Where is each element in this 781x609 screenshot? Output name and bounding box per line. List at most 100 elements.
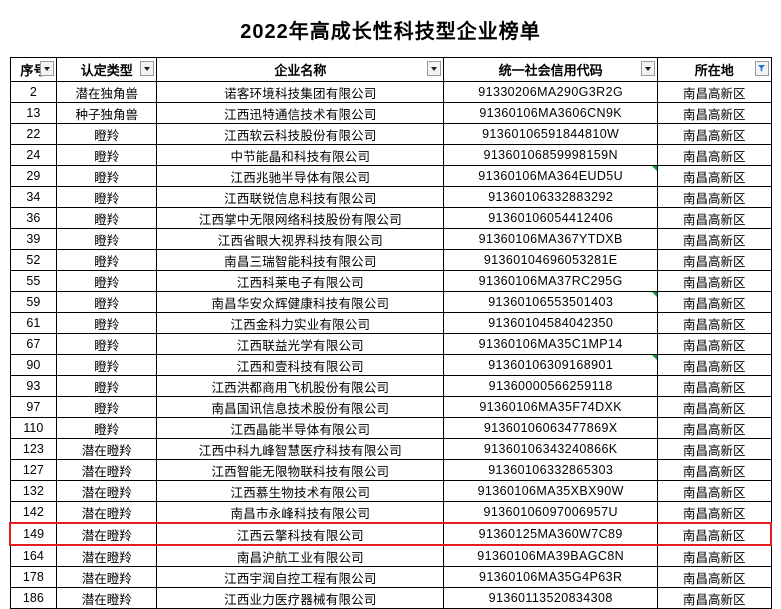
table-row[interactable]: 22 瞪羚 江西软云科技股份有限公司 91360106591844810W 南昌高新区: [9, 123, 772, 145]
cell-credit-code: 91360106MA35C1MP14: [443, 333, 658, 355]
table-row[interactable]: 127 潜在瞪羚 江西智能无限物联科技有限公司 91360106332865303 南昌…: [9, 459, 772, 481]
table-row[interactable]: 90 瞪羚 江西和壹科技有限公司 91360106309168901 南昌高新区: [9, 354, 772, 376]
cell-company-name: 江西智能无限物联科技有限公司: [156, 459, 445, 481]
cell-company-name: 江西云擎科技有限公司: [156, 522, 445, 546]
table-row[interactable]: 39 瞪羚 江西省眼大视界科技有限公司 91360106MA367YTDXB 南昌高新区: [9, 228, 772, 250]
cell-location: 南昌高新区: [656, 438, 772, 460]
cell-recognition-type: 瞪羚: [56, 165, 158, 187]
cell-location: 南昌高新区: [656, 587, 772, 609]
table-row[interactable]: 61 瞪羚 江西金科力实业有限公司 91360104584042350 南昌高新区: [9, 312, 772, 334]
cell-recognition-type: 潜在瞪羚: [56, 438, 158, 460]
cell-recognition-type: 潜在独角兽: [56, 81, 158, 103]
cell-recognition-type: 潜在瞪羚: [56, 544, 158, 567]
column-header-loc: 所在地: [656, 57, 772, 82]
cell-recognition-type: 潜在瞪羚: [56, 587, 158, 609]
cell-location: 南昌高新区: [656, 396, 772, 418]
cell-company-name: 江西晶能半导体有限公司: [156, 417, 445, 439]
cell-sequence: 67: [9, 333, 58, 355]
cell-company-name: 江西科莱电子有限公司: [156, 270, 445, 292]
cell-credit-code: 91360106332865303: [443, 459, 658, 481]
cell-sequence: 149: [9, 522, 58, 546]
filter-icon-name[interactable]: [427, 61, 442, 76]
table-row[interactable]: 97 瞪羚 南昌国讯信息技术股份有限公司 91360106MA35F74DXK 南昌高新…: [9, 396, 772, 418]
table-row[interactable]: 55 瞪羚 江西科莱电子有限公司 91360106MA37RC295G 南昌高新区: [9, 270, 772, 292]
table-row[interactable]: 186 潜在瞪羚 江西业力医疗器械有限公司 91360113520834308 南昌高新…: [9, 587, 772, 609]
cell-location: 南昌高新区: [656, 522, 772, 546]
table-row[interactable]: 93 瞪羚 江西洪都商用飞机股份有限公司 91360000566259118 南昌高新区: [9, 375, 772, 397]
table-row[interactable]: 29 瞪羚 江西兆驰半导体有限公司 91360106MA364EUD5U 南昌高新区: [9, 165, 772, 187]
table-row[interactable]: 123 潜在瞪羚 江西中科九峰智慧医疗科技有限公司 91360106343240866…: [9, 438, 772, 460]
table-row[interactable]: 132 潜在瞪羚 江西慕生物技术有限公司 91360106MA35XBX90W 南昌高新…: [9, 480, 772, 502]
cell-company-name: 江西软云科技股份有限公司: [156, 123, 445, 145]
cell-sequence: 52: [9, 249, 58, 271]
column-header-code-label: 统一社会信用代码: [498, 63, 603, 78]
cell-credit-code: 91360113520834308: [443, 587, 658, 609]
cell-company-name: 南昌沪航工业有限公司: [156, 544, 445, 567]
cell-company-name: 南昌市永峰科技有限公司: [156, 501, 445, 524]
cell-company-name: 中节能晶和科技有限公司: [156, 144, 445, 166]
cell-company-name: 江西省眼大视界科技有限公司: [156, 228, 445, 250]
cell-sequence: 13: [9, 102, 58, 124]
cell-recognition-type: 瞪羚: [56, 228, 158, 250]
table-row[interactable]: 142 潜在瞪羚 南昌市永峰科技有限公司 91360106097006957U 南昌高新…: [9, 501, 772, 524]
column-header-code: 统一社会信用代码: [443, 57, 658, 82]
cell-location: 南昌高新区: [656, 228, 772, 250]
cell-sequence: 36: [9, 207, 58, 229]
cell-location: 南昌高新区: [656, 81, 772, 103]
cell-location: 南昌高新区: [656, 375, 772, 397]
cell-sequence: 132: [9, 480, 58, 502]
cell-company-name: 江西中科九峰智慧医疗科技有限公司: [156, 438, 445, 460]
table-row[interactable]: 36 瞪羚 江西掌中无限网络科技股份有限公司 91360106054412406 南昌高…: [9, 207, 772, 229]
cell-company-name: 江西掌中无限网络科技股份有限公司: [156, 207, 445, 229]
table-row[interactable]: 149 潜在瞪羚 江西云擎科技有限公司 91360125MA360W7C89 南昌高新区: [9, 522, 772, 546]
cell-location: 南昌高新区: [656, 480, 772, 502]
cell-credit-code: 91360106332883292: [443, 186, 658, 208]
cell-company-name: 诺客环境科技集团有限公司: [156, 81, 445, 103]
cell-company-name: 南昌国讯信息技术股份有限公司: [156, 396, 445, 418]
cell-recognition-type: 瞪羚: [56, 144, 158, 166]
filter-icon-seq[interactable]: [40, 61, 55, 76]
table-row[interactable]: 59 瞪羚 南昌华安众辉健康科技有限公司 91360106553501403 南昌高新区: [9, 291, 772, 313]
table-row[interactable]: 52 瞪羚 南昌三瑞智能科技有限公司 91360104696053281E 南昌高新区: [9, 249, 772, 271]
column-header-type-label: 认定类型: [80, 63, 133, 78]
cell-recognition-type: 瞪羚: [56, 249, 158, 271]
cell-location: 南昌高新区: [656, 417, 772, 439]
cell-credit-code: 91360104696053281E: [443, 249, 658, 271]
cell-location: 南昌高新区: [656, 566, 772, 588]
filter-icon-loc[interactable]: [754, 61, 769, 76]
cell-recognition-type: 瞪羚: [56, 375, 158, 397]
cell-credit-code: 91360104584042350: [443, 312, 658, 334]
cell-location: 南昌高新区: [656, 165, 772, 187]
cell-location: 南昌高新区: [656, 544, 772, 567]
cell-credit-code: 91360106309168901: [443, 354, 658, 376]
column-header-seq-label: 序号: [20, 63, 47, 78]
cell-credit-code: 91360106343240866K: [443, 438, 658, 460]
cell-sequence: 55: [9, 270, 58, 292]
cell-credit-code: 91330206MA290G3R2G: [443, 81, 658, 103]
table-row[interactable]: 178 潜在瞪羚 江西宇润自控工程有限公司 91360106MA35G4P63R 南昌高…: [9, 566, 772, 588]
cell-credit-code: 91360106591844810W: [443, 123, 658, 145]
cell-location: 南昌高新区: [656, 207, 772, 229]
table-row[interactable]: 24 瞪羚 中节能晶和科技有限公司 91360106859998159N 南昌高新区: [9, 144, 772, 166]
cell-company-name: 江西业力医疗器械有限公司: [156, 587, 445, 609]
column-header-name-label: 企业名称: [274, 63, 327, 78]
cell-location: 南昌高新区: [656, 186, 772, 208]
cell-sequence: 34: [9, 186, 58, 208]
cell-credit-code: 91360106859998159N: [443, 144, 658, 166]
cell-company-name: 江西联锐信息科技有限公司: [156, 186, 445, 208]
table-row[interactable]: 164 潜在瞪羚 南昌沪航工业有限公司 91360106MA39BAGC8N 南昌高新区: [9, 544, 772, 567]
filter-icon-type[interactable]: [140, 61, 155, 76]
column-header-loc-label: 所在地: [694, 63, 734, 78]
cell-location: 南昌高新区: [656, 102, 772, 124]
cell-sequence: 142: [9, 501, 58, 524]
table-row[interactable]: 110 瞪羚 江西晶能半导体有限公司 91360106063477869X 南昌高新区: [9, 417, 772, 439]
table-row[interactable]: 34 瞪羚 江西联锐信息科技有限公司 91360106332883292 南昌高新区: [9, 186, 772, 208]
table-row[interactable]: 13 种子独角兽 江西迅特通信技术有限公司 91360106MA3606CN9K 南昌高…: [9, 102, 772, 124]
filter-icon-code[interactable]: [640, 61, 655, 76]
cell-sequence: 127: [9, 459, 58, 481]
cell-recognition-type: 潜在瞪羚: [56, 480, 158, 502]
cell-recognition-type: 种子独角兽: [56, 102, 158, 124]
cell-credit-code: 91360106MA367YTDXB: [443, 228, 658, 250]
table-row[interactable]: 67 瞪羚 江西联益光学有限公司 91360106MA35C1MP14 南昌高新区: [9, 333, 772, 355]
table-row[interactable]: 2 潜在独角兽 诺客环境科技集团有限公司 91330206MA290G3R2G 南昌高新…: [9, 81, 772, 103]
